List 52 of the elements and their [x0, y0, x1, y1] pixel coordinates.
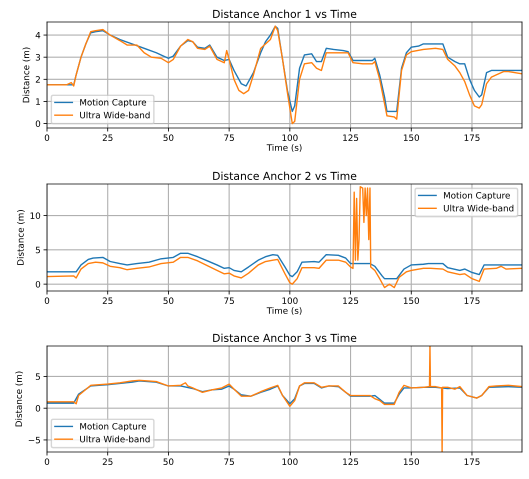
chart-title: Distance Anchor 2 vs Time — [213, 172, 356, 180]
legend-label: Ultra Wide-band — [80, 112, 150, 118]
x-tick-label: 75 — [224, 458, 234, 466]
y-axis-title: Distance (m) — [22, 48, 30, 102]
x-tick-label: 25 — [102, 134, 113, 142]
y-tick-label: 0 — [36, 120, 40, 128]
y-tick-label: 5 — [36, 373, 40, 380]
x-tick-label: 150 — [404, 458, 420, 466]
x-axis-title: Time (s) — [266, 307, 302, 315]
legend-label: Motion Capture — [80, 98, 146, 108]
y-tick-label: 1 — [36, 98, 40, 105]
legend-label: Ultra Wide-band — [80, 436, 150, 442]
x-tick-label: 100 — [282, 134, 298, 142]
x-tick-label: 0 — [44, 297, 50, 304]
y-tick-label: 5 — [36, 246, 40, 254]
x-tick-label: 175 — [464, 458, 480, 466]
chart-title: Distance Anchor 1 vs Time — [213, 10, 356, 18]
x-tick-label: 25 — [102, 297, 113, 304]
x-tick-label: 100 — [282, 297, 298, 304]
x-tick-label: 75 — [224, 298, 234, 304]
x-axis-title: Time (s) — [266, 144, 302, 152]
x-tick-label: 50 — [164, 297, 174, 304]
y-tick-label: 4 — [36, 32, 40, 38]
y-tick-label: 3 — [36, 54, 40, 61]
x-tick-label: 0 — [44, 458, 50, 466]
legend-label: Motion Capture — [80, 422, 146, 432]
x-tick-label: 175 — [464, 134, 480, 142]
legend-label: Ultra Wide-band — [444, 204, 514, 212]
x-tick-label: 175 — [464, 298, 480, 304]
x-tick-label: 125 — [343, 134, 358, 142]
y-tick-label: 2 — [36, 76, 40, 83]
legend-label: Motion Capture — [444, 192, 510, 200]
x-tick-label: 25 — [102, 458, 113, 466]
x-tick-label: 150 — [404, 134, 420, 142]
y-tick-label: 0 — [36, 405, 40, 412]
x-tick-label: 75 — [224, 134, 234, 142]
x-tick-label: 125 — [343, 297, 358, 304]
y-axis-title: Distance (m) — [15, 372, 24, 426]
chart-title: Distance Anchor 3 vs Time — [213, 334, 356, 342]
y-tick-label: 0 — [36, 280, 40, 288]
y-axis-title: Distance (m) — [16, 210, 25, 265]
y-tick-label: −5 — [28, 436, 40, 444]
line-series — [47, 346, 522, 452]
y-tick-label: 10 — [30, 212, 40, 219]
line-series — [47, 252, 522, 280]
x-tick-label: 150 — [404, 297, 420, 304]
x-tick-label: 0 — [44, 134, 50, 142]
x-tick-label: 100 — [282, 458, 298, 466]
x-tick-label: 50 — [164, 134, 174, 142]
x-tick-label: 125 — [343, 458, 358, 466]
x-tick-label: 50 — [164, 458, 174, 466]
line-series — [47, 186, 522, 288]
